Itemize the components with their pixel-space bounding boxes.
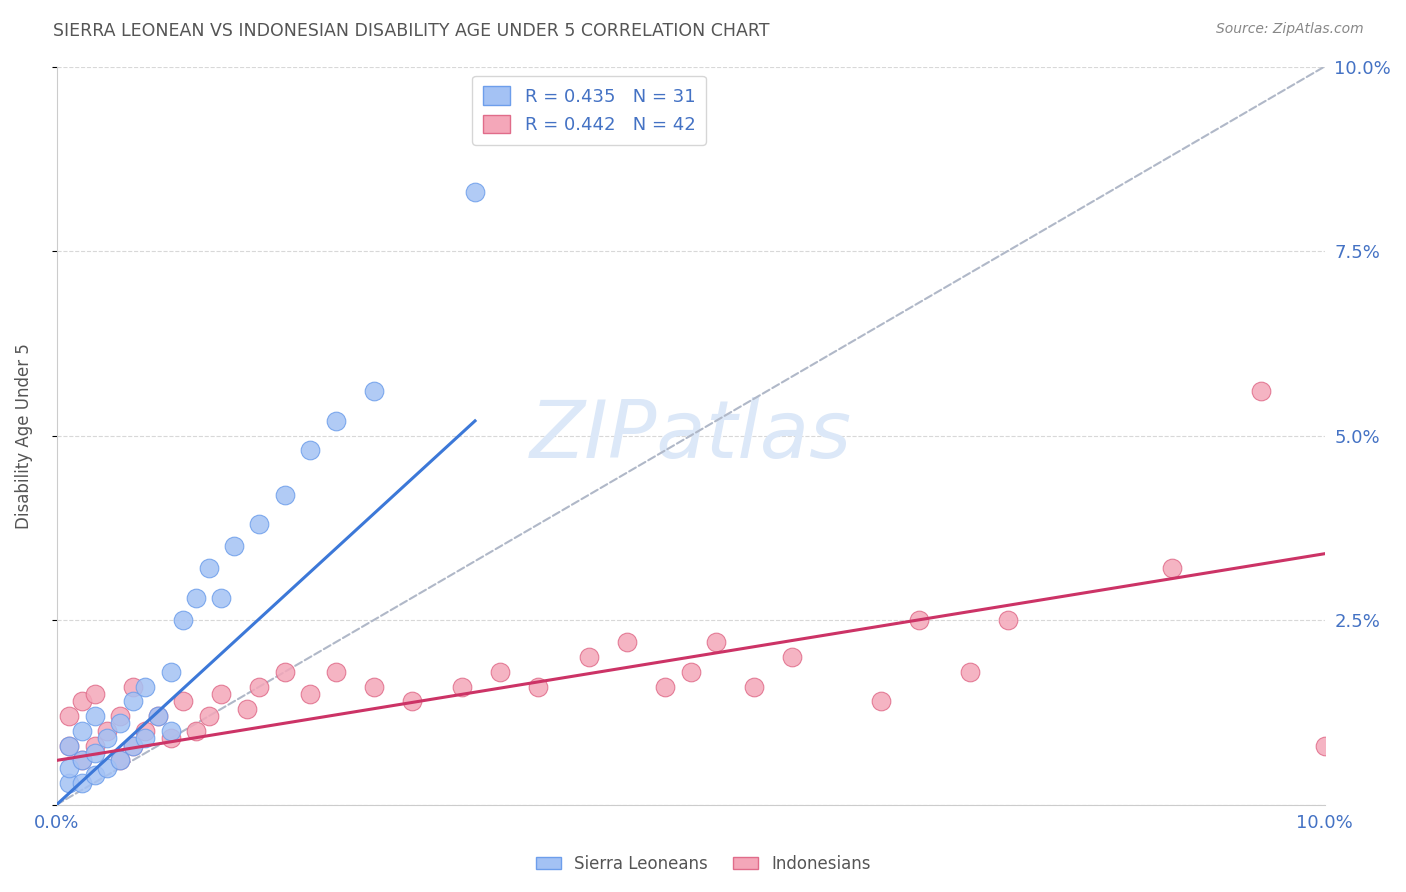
Point [146, 709, 169, 723]
Point [70, 694, 93, 708]
Point [679, 665, 702, 679]
Point [209, 687, 232, 701]
Point [780, 650, 803, 665]
Point [108, 709, 131, 723]
Point [464, 185, 486, 199]
Point [489, 665, 512, 679]
Point [70, 753, 93, 767]
Point [159, 723, 181, 738]
Point [172, 694, 194, 708]
Point [401, 694, 423, 708]
Point [654, 680, 676, 694]
Point [121, 680, 143, 694]
Legend: Sierra Leoneans, Indonesians: Sierra Leoneans, Indonesians [529, 848, 877, 880]
Legend: R = 0.435   N = 31, R = 0.442   N = 42: R = 0.435 N = 31, R = 0.442 N = 42 [472, 76, 706, 145]
Point [159, 665, 181, 679]
Point [527, 680, 550, 694]
Point [224, 540, 246, 554]
Point [83, 687, 105, 701]
Point [70, 775, 93, 789]
Point [172, 613, 194, 627]
Point [58, 739, 80, 753]
Point [58, 709, 80, 723]
Point [578, 650, 600, 665]
Point [869, 694, 891, 708]
Point [184, 723, 207, 738]
Point [959, 665, 981, 679]
Point [159, 731, 181, 746]
Point [197, 561, 219, 575]
Point [274, 488, 297, 502]
Point [742, 680, 765, 694]
Point [249, 680, 271, 694]
Point [58, 761, 80, 775]
Point [70, 723, 93, 738]
Point [58, 739, 80, 753]
Point [451, 680, 474, 694]
Point [134, 680, 156, 694]
Point [184, 591, 207, 605]
Point [108, 753, 131, 767]
Point [96, 761, 118, 775]
Point [108, 716, 131, 731]
Point [1313, 739, 1336, 753]
Point [1250, 384, 1272, 399]
Point [58, 775, 80, 789]
Point [249, 517, 271, 532]
Point [209, 591, 232, 605]
Point [299, 687, 322, 701]
Point [274, 665, 297, 679]
Text: SIERRA LEONEAN VS INDONESIAN DISABILITY AGE UNDER 5 CORRELATION CHART: SIERRA LEONEAN VS INDONESIAN DISABILITY … [53, 22, 770, 40]
Point [299, 443, 322, 458]
Point [907, 613, 929, 627]
Point [121, 739, 143, 753]
Point [121, 739, 143, 753]
Point [616, 635, 638, 649]
Point [83, 768, 105, 782]
Point [236, 702, 259, 716]
Point [325, 414, 347, 428]
Point [96, 731, 118, 746]
Point [363, 680, 385, 694]
Point [134, 723, 156, 738]
Point [325, 665, 347, 679]
Point [83, 709, 105, 723]
Point [108, 753, 131, 767]
Point [134, 731, 156, 746]
Point [197, 709, 219, 723]
Point [83, 739, 105, 753]
Point [1161, 561, 1184, 575]
Point [997, 613, 1019, 627]
Point [704, 635, 727, 649]
Point [96, 723, 118, 738]
Point [146, 709, 169, 723]
Point [70, 753, 93, 767]
Text: ZIPatlas: ZIPatlas [530, 397, 852, 475]
Point [121, 694, 143, 708]
Point [363, 384, 385, 399]
Text: Source: ZipAtlas.com: Source: ZipAtlas.com [1216, 22, 1364, 37]
Point [83, 746, 105, 760]
Y-axis label: Disability Age Under 5: Disability Age Under 5 [15, 343, 32, 529]
